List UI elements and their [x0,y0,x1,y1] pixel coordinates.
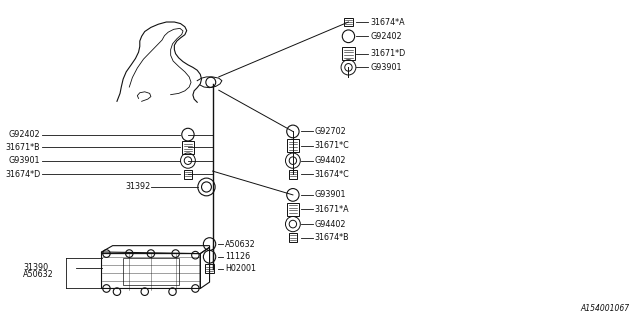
Text: 11126: 11126 [225,252,250,261]
Text: G92402: G92402 [9,130,40,139]
Text: G94402: G94402 [314,220,346,228]
Text: G93901: G93901 [314,190,346,199]
Text: 31671*A: 31671*A [314,205,349,214]
Text: 31671*B: 31671*B [6,143,40,152]
Text: 31671*D: 31671*D [370,49,405,58]
Text: A50632: A50632 [225,240,256,249]
Text: 31390: 31390 [23,263,48,272]
Text: 31671*C: 31671*C [314,141,349,150]
Text: H02001: H02001 [225,264,256,273]
Text: 31392: 31392 [125,182,150,191]
Text: G92402: G92402 [370,32,402,41]
Text: 31674*C: 31674*C [314,170,349,179]
Text: G93901: G93901 [370,63,401,72]
Text: 31674*B: 31674*B [314,233,349,242]
Text: G94402: G94402 [314,156,346,165]
Text: G93901: G93901 [9,156,40,165]
Text: 31674*D: 31674*D [5,170,40,179]
Text: 31674*A: 31674*A [370,18,404,27]
Text: A50632: A50632 [23,270,54,279]
Text: A154001067: A154001067 [580,304,629,313]
Text: G92702: G92702 [314,127,346,136]
